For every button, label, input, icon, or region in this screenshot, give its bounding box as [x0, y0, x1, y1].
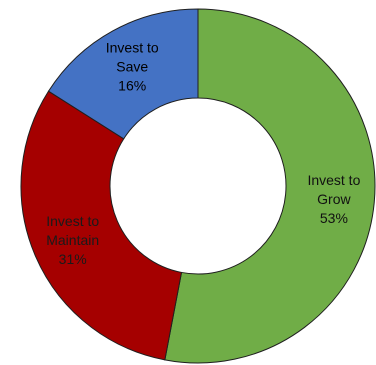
slice-name-line-1-1: Maintain — [46, 232, 99, 248]
donut-slice-1 — [20, 90, 183, 361]
slice-name-line-1-0: Invest to — [46, 213, 99, 229]
donut-slice-2 — [47, 8, 199, 140]
slice-value-2: 16% — [118, 77, 146, 93]
slice-name-line-2-0: Invest to — [106, 39, 159, 55]
donut-slice-0 — [164, 8, 376, 364]
slice-label-2: Invest to Save 16% — [106, 39, 159, 93]
slice-value-0: 53% — [320, 210, 348, 226]
slice-name-line-2-1: Save — [116, 58, 148, 74]
slice-label-0: Invest to Grow 53% — [307, 172, 360, 226]
slice-value-1: 31% — [59, 251, 87, 267]
slice-label-1: Invest to Maintain 31% — [46, 213, 99, 267]
slice-name-line-0-0: Invest to — [307, 172, 360, 188]
slice-name-line-0-1: Grow — [317, 191, 351, 207]
